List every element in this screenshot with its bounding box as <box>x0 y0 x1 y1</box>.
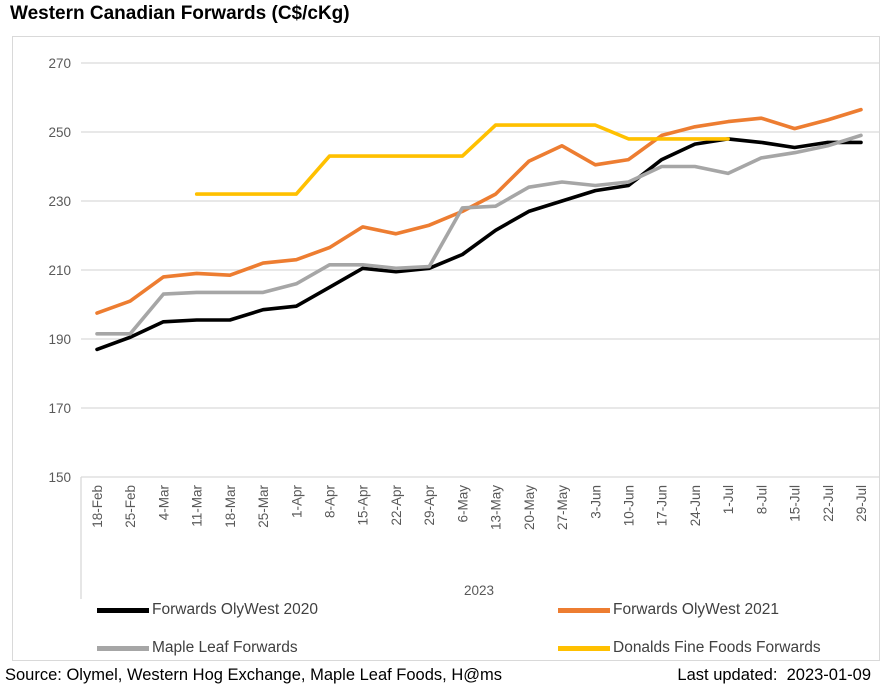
legend-swatch-orange-line <box>558 607 610 613</box>
series-line-forwards-olywest-2020 <box>95 137 863 352</box>
x-tick-label: 4-Mar <box>156 485 171 521</box>
legend-item-maple-leaf-forwards: Maple Leaf Forwards <box>97 639 298 656</box>
last-updated-text: Last updated: 2023-01-09 <box>677 666 871 684</box>
y-tick-label: 270 <box>48 56 71 71</box>
x-tick-label: 18-Mar <box>223 485 238 528</box>
legend-label: Maple Leaf Forwards <box>152 639 298 656</box>
legend-swatch-black-line <box>97 607 149 613</box>
chart-title: Western Canadian Forwards (C$/cKg) <box>10 3 350 24</box>
x-tick-label: 10-Jun <box>621 485 636 526</box>
legend-item-forwards-olywest-2021: Forwards OlyWest 2021 <box>558 601 779 618</box>
x-tick-label: 3-Jun <box>588 485 603 519</box>
x-tick-label: 8-Jul <box>754 485 769 514</box>
x-tick-label: 18-Feb <box>90 485 105 528</box>
series-line-donalds-fine-foods-forwards <box>194 123 730 196</box>
x-tick-label: 1-Jul <box>721 485 736 514</box>
chart-area: 150 170 190 210 230 250 270 18-Feb 25-Feb 4-Mar 11… <box>12 36 880 661</box>
x-tick-label: 1-Apr <box>289 484 304 518</box>
x-tick-label: 25-Mar <box>256 485 271 528</box>
x-tick-label: 20-May <box>522 485 537 530</box>
x-tick-label: 25-Feb <box>123 485 138 528</box>
x-tick-label: 29-Jul <box>854 485 869 522</box>
legend-swatch-yellow-line <box>558 645 610 651</box>
legend-item-donalds-fine-foods: Donalds Fine Foods Forwards <box>558 639 821 656</box>
legend-item-forwards-olywest-2020: Forwards OlyWest 2020 <box>97 601 318 618</box>
x-tick-label: 15-Apr <box>356 485 371 526</box>
x-tick-label: 22-Jul <box>821 485 836 522</box>
x-tick-label: 8-Apr <box>323 484 338 518</box>
x-tick-label: 27-May <box>555 485 570 530</box>
legend-label: Forwards OlyWest 2021 <box>613 601 779 618</box>
x-tick-label: 15-Jul <box>788 485 803 522</box>
x-tick-label: 11-Mar <box>190 485 205 527</box>
y-tick-label: 190 <box>48 332 71 347</box>
forwards-line-chart: 150 170 190 210 230 250 270 18-Feb 25-Feb 4-Mar 11… <box>48 56 879 599</box>
x-tick-label: 22-Apr <box>389 485 404 526</box>
x-axis-year-label: 2023 <box>464 583 494 598</box>
footer: Source: Olymel, Western Hog Exchange, Ma… <box>0 666 871 685</box>
legend-label: Forwards OlyWest 2020 <box>152 601 318 618</box>
series-line-forwards-olywest-2021 <box>95 107 863 315</box>
series-line-maple-leaf-forwards <box>95 133 863 336</box>
y-tick-label: 210 <box>48 263 71 278</box>
x-tick-label: 13-May <box>489 485 504 530</box>
legend-label: Donalds Fine Foods Forwards <box>613 639 821 656</box>
x-tick-label: 24-Jun <box>688 485 703 526</box>
y-tick-label: 170 <box>48 401 71 416</box>
source-text: Source: Olymel, Western Hog Exchange, Ma… <box>5 666 502 684</box>
y-tick-label: 150 <box>48 470 71 485</box>
y-tick-label: 250 <box>48 125 71 140</box>
x-tick-label: 17-Jun <box>655 485 670 526</box>
legend-swatch-gray-line <box>97 645 149 651</box>
y-tick-label: 230 <box>48 194 71 209</box>
x-tick-label: 29-Apr <box>422 485 437 526</box>
x-tick-label: 6-May <box>455 485 470 523</box>
